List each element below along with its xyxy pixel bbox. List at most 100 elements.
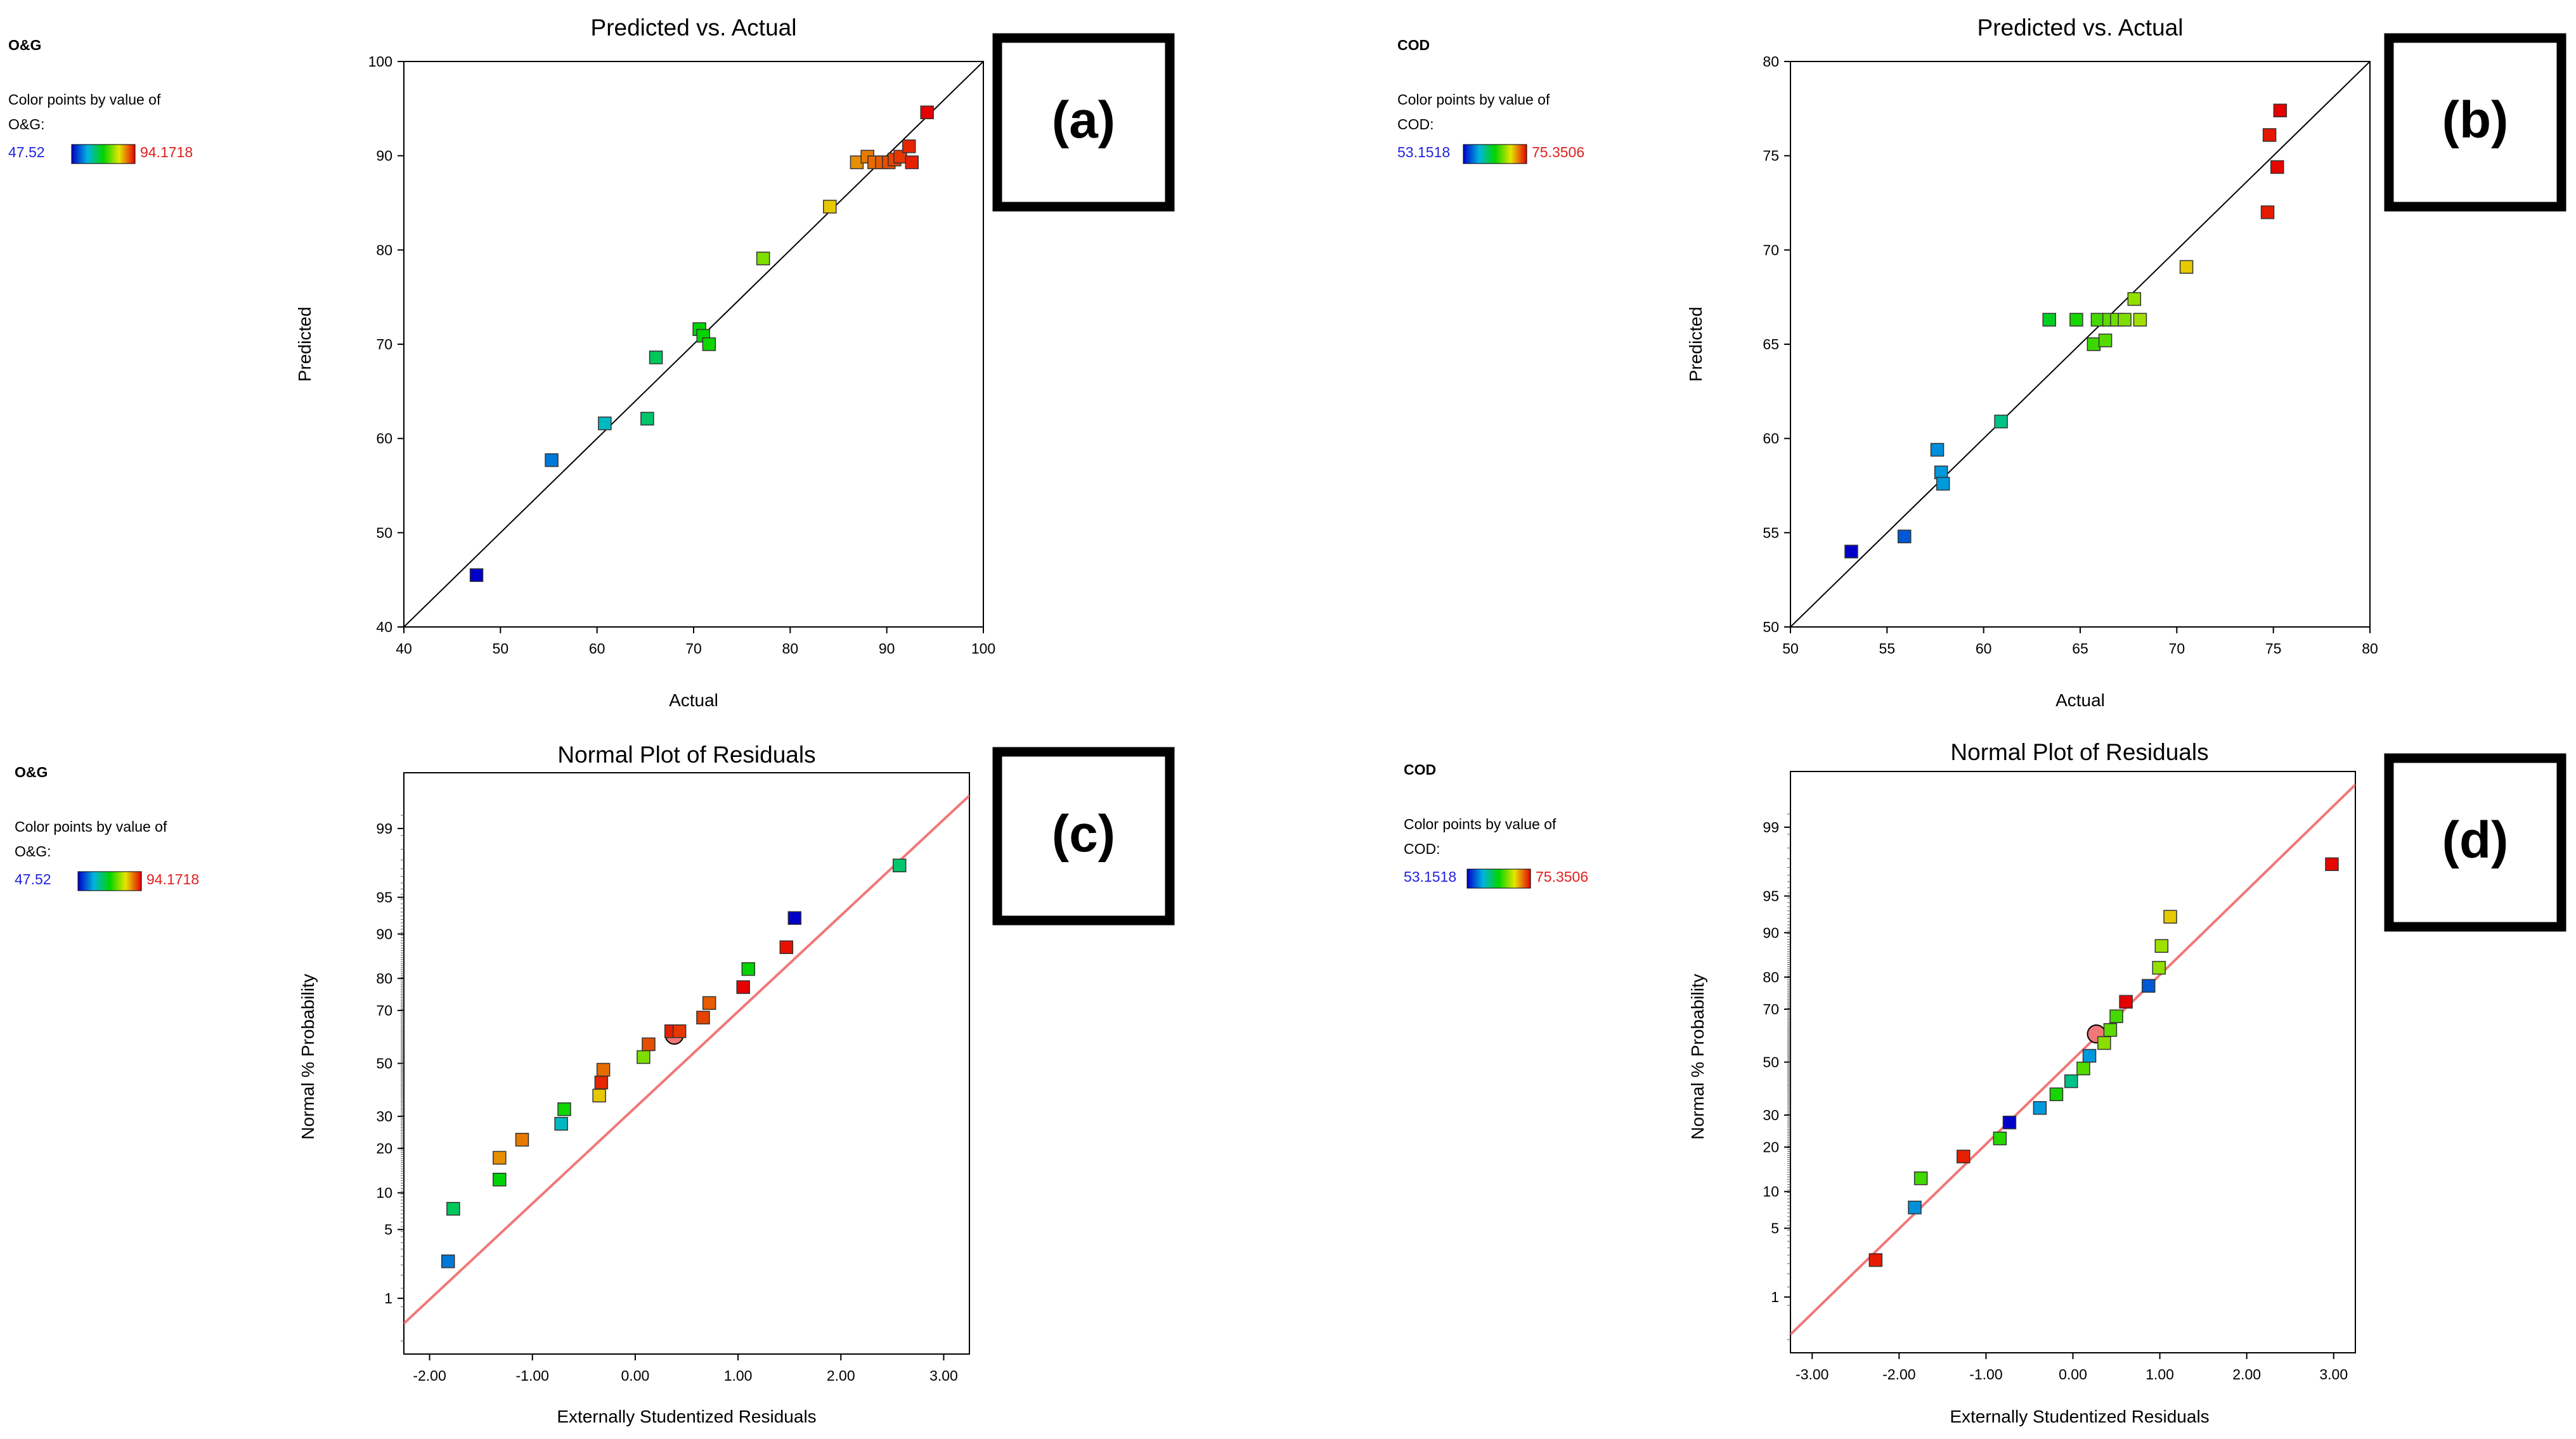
x-tick-label: -1.00 [516, 1367, 549, 1384]
y-tick-label: 10 [376, 1185, 392, 1201]
x-tick-label: 70 [685, 640, 702, 657]
legend-c-max: 94.1718 [146, 871, 199, 887]
chart-a-xlabel: Actual [669, 690, 718, 710]
legend-c-min: 47.52 [15, 871, 51, 887]
y-tick-label: 80 [1763, 969, 1779, 985]
x-tick-label: -2.00 [1882, 1366, 1915, 1383]
legend-c-response: O&G [15, 764, 48, 780]
x-tick-label: 3.00 [929, 1367, 958, 1384]
y-tick-label: 95 [1763, 887, 1779, 904]
x-tick-label: 60 [589, 640, 605, 657]
x-tick-label: 2.00 [827, 1367, 855, 1384]
chart-b-ylabel: Predicted [1686, 307, 1705, 382]
y-tick-label: 20 [376, 1140, 392, 1157]
data-point [2154, 939, 2169, 953]
fit-line-a [404, 61, 983, 627]
legend-d-max: 75.3506 [1536, 868, 1588, 885]
x-tick-label: 0.00 [2059, 1366, 2087, 1383]
y-tick-label: 70 [376, 336, 392, 352]
data-point [2262, 128, 2277, 142]
x-tick-label: 70 [2169, 640, 2185, 657]
x-tick-label: -3.00 [1796, 1366, 1828, 1383]
y-tick-label: 55 [1763, 524, 1779, 541]
data-point [741, 962, 756, 976]
y-tick-label: 90 [376, 926, 392, 942]
data-point [2325, 857, 2339, 872]
legend-a-response: O&G [8, 37, 41, 53]
y-tick-label: 50 [376, 524, 392, 541]
data-point [1957, 1149, 1971, 1164]
chart-d-ylabel: Normal % Probability [1688, 974, 1707, 1139]
data-point [2042, 313, 2057, 327]
data-point [2118, 313, 2132, 327]
x-tick-label: 80 [2362, 640, 2378, 657]
legend-d-colorbar [1466, 868, 1531, 889]
x-tick-label: 50 [1782, 640, 1799, 657]
chart-b-xlabel: Actual [2055, 690, 2105, 710]
x-tick-label: 60 [1976, 640, 1992, 657]
legend-d: COD Color points by value of COD: 53.151… [1404, 761, 1588, 889]
data-point [1908, 1201, 1922, 1215]
data-point [2002, 1115, 2017, 1130]
data-point [2064, 1074, 2078, 1088]
y-tick-label: 80 [376, 242, 392, 258]
chart-a-title: Predicted vs. Actual [591, 15, 797, 41]
data-point [2163, 910, 2177, 924]
panel-a: O&G Color points by value of O&G: 47.52 … [8, 15, 1175, 710]
data-point [649, 351, 663, 365]
data-point [1898, 529, 1912, 544]
chart-c-title: Normal Plot of Residuals [557, 742, 815, 768]
legend-d-response: COD [1404, 761, 1436, 778]
y-tick-label: 50 [376, 1055, 392, 1072]
fit-line-c [404, 794, 969, 1325]
data-point [2097, 1036, 2111, 1050]
data-point [902, 139, 916, 153]
data-point [441, 1254, 455, 1268]
panel-label-d: (d) [2442, 811, 2509, 869]
y-tick-label: 75 [1763, 148, 1779, 164]
data-point [1936, 477, 1950, 491]
y-tick-label: 50 [1763, 1054, 1779, 1071]
chart-d-xlabel: Externally Studentized Residuals [1950, 1407, 2209, 1426]
x-tick-label: 3.00 [2319, 1366, 2348, 1383]
legend-b: COD Color points by value of COD: 53.151… [1397, 37, 1584, 164]
data-point [2179, 260, 2194, 274]
y-tick-label: 50 [1763, 619, 1779, 635]
data-point [2049, 1087, 2064, 1102]
x-tick-label: -2.00 [413, 1367, 446, 1384]
data-point [2103, 1023, 2118, 1037]
y-tick-label: 99 [1763, 819, 1779, 836]
y-tick-label: 1 [1771, 1289, 1779, 1305]
chart-c-xlabel: Externally Studentized Residuals [557, 1407, 816, 1426]
data-point [756, 251, 770, 266]
data-point [2098, 333, 2113, 347]
x-tick-label: 90 [879, 640, 895, 657]
data-point [2270, 160, 2284, 174]
data-point [446, 1202, 460, 1216]
y-tick-label: 70 [376, 1002, 392, 1019]
y-tick-label: 20 [1763, 1139, 1779, 1156]
x-tick-label: 80 [782, 640, 799, 657]
panel-label-c: (c) [1052, 805, 1115, 863]
x-tick-label: -1.00 [1969, 1366, 2002, 1383]
data-point [1930, 442, 1945, 457]
legend-b-label: COD: [1397, 116, 1434, 132]
y-tick-label: 80 [1763, 53, 1779, 70]
legend-b-min: 53.1518 [1397, 144, 1450, 160]
y-tick-label: 30 [1763, 1107, 1779, 1123]
data-point [2142, 979, 2156, 993]
data-point [696, 1010, 710, 1024]
y-tick-label: 60 [1763, 430, 1779, 447]
data-point [598, 416, 612, 430]
data-point [2076, 1061, 2090, 1076]
axis-ticks-c: -2.00 -1.00 0.00 1.00 2.00 3.00 1 5 10 20 30 50 70 80… [376, 815, 958, 1384]
data-point [2127, 292, 2142, 306]
y-tick-label: 10 [1763, 1184, 1779, 1200]
data-point [557, 1102, 571, 1116]
data-point [702, 337, 716, 351]
legend-c-colorbar [77, 871, 142, 891]
axis-ticks-b: 50 55 60 65 70 75 80 50 55 60 65 70 75 80 [1763, 53, 2378, 657]
chart-b-title: Predicted vs. Actual [1977, 15, 2184, 41]
